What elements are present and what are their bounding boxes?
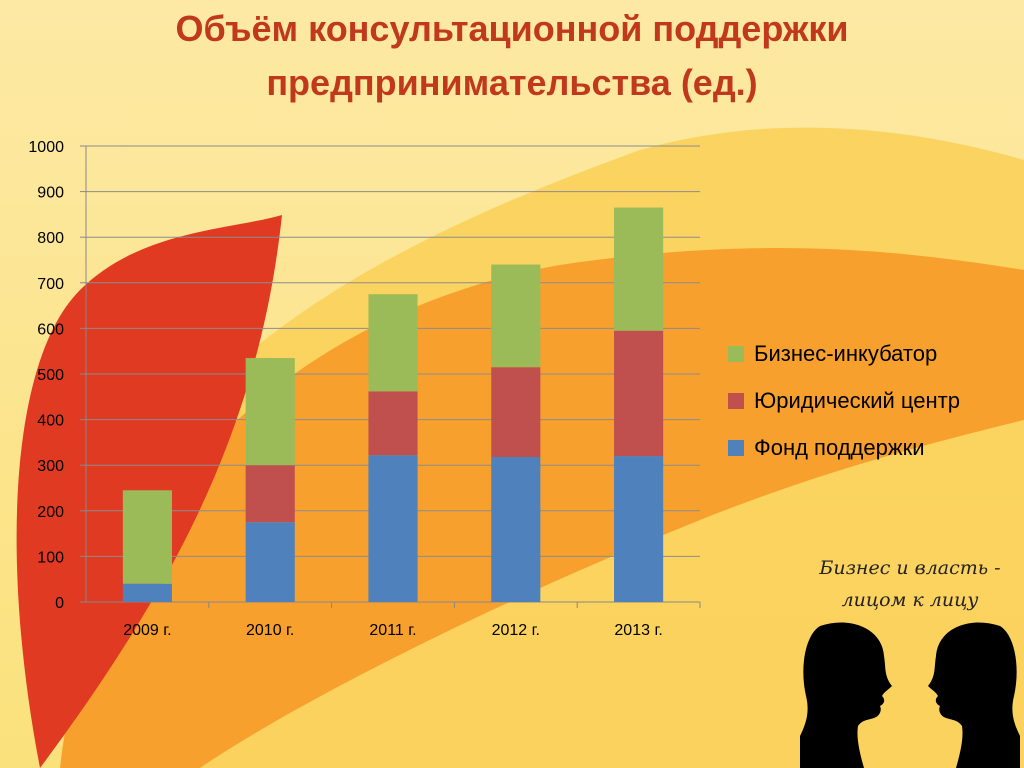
- legend-label-fond: Фонд поддержки: [754, 434, 925, 460]
- bar-segment: [491, 456, 541, 602]
- y-tick-label: 600: [37, 321, 64, 338]
- y-tick-label: 800: [37, 230, 64, 247]
- bar-segment: [614, 207, 664, 331]
- bar-segment: [122, 583, 172, 602]
- title-line-2: предпринимательства (ед.): [266, 62, 758, 103]
- legend-item-yur: Юридический центр: [728, 377, 960, 424]
- y-tick-label: 400: [37, 413, 64, 430]
- bar-segment: [245, 522, 295, 602]
- y-tick-label: 500: [37, 367, 64, 384]
- legend-swatch-yur: [728, 392, 744, 409]
- logo-caption-line-1: Бизнес и власть -: [819, 557, 1001, 579]
- y-tick-label: 900: [37, 185, 64, 202]
- bar-segment: [368, 391, 418, 456]
- y-tick-label: 200: [37, 504, 64, 521]
- face-to-face-silhouettes-icon: [800, 622, 1020, 768]
- y-tick-label: 300: [37, 458, 64, 475]
- legend-swatch-biz: [728, 345, 744, 362]
- y-tick-label: 700: [37, 276, 64, 293]
- x-tick-label: 2013 г.: [614, 622, 662, 639]
- axes: 0 100 200 300 400 500 600 700 800 900 1000 2009 г. 2…: [28, 139, 701, 639]
- x-tick-label: 2010 г.: [246, 622, 294, 639]
- y-tick-label: 100: [37, 549, 64, 566]
- bar-segment: [614, 330, 664, 457]
- logo-caption: Бизнес и власть - лицом к лицу: [800, 552, 1020, 616]
- legend-label-biz: Бизнес-инкубатор: [754, 340, 938, 366]
- x-tick-label: 2012 г.: [492, 622, 540, 639]
- chart-legend: Бизнес-инкубатор Юридический центр Фонд …: [728, 330, 960, 471]
- bar-segment: [491, 264, 541, 368]
- page-title: Объём консультационной поддержки предпри…: [0, 2, 1024, 110]
- bar-segment: [122, 490, 172, 584]
- bar-segment: [245, 358, 295, 466]
- bar-segment: [245, 465, 295, 523]
- legend-item-fond: Фонд поддержки: [728, 424, 960, 471]
- x-tick-label: 2009 г.: [123, 622, 171, 639]
- legend-label-yur: Юридический центр: [754, 387, 960, 413]
- title-line-1: Объём консультационной поддержки: [175, 8, 849, 49]
- bar-segment: [614, 456, 664, 602]
- bars: [122, 207, 664, 602]
- y-tick-label: 1000: [28, 139, 64, 156]
- legend-swatch-fond: [728, 439, 744, 456]
- bar-segment: [368, 294, 418, 392]
- x-tick-label: 2011 г.: [369, 622, 416, 639]
- legend-item-biz: Бизнес-инкубатор: [728, 330, 960, 377]
- y-tick-label: 0: [55, 595, 64, 612]
- bar-segment: [491, 367, 541, 457]
- logo-caption-line-2: лицом к лицу: [841, 589, 979, 611]
- bar-segment: [368, 455, 418, 602]
